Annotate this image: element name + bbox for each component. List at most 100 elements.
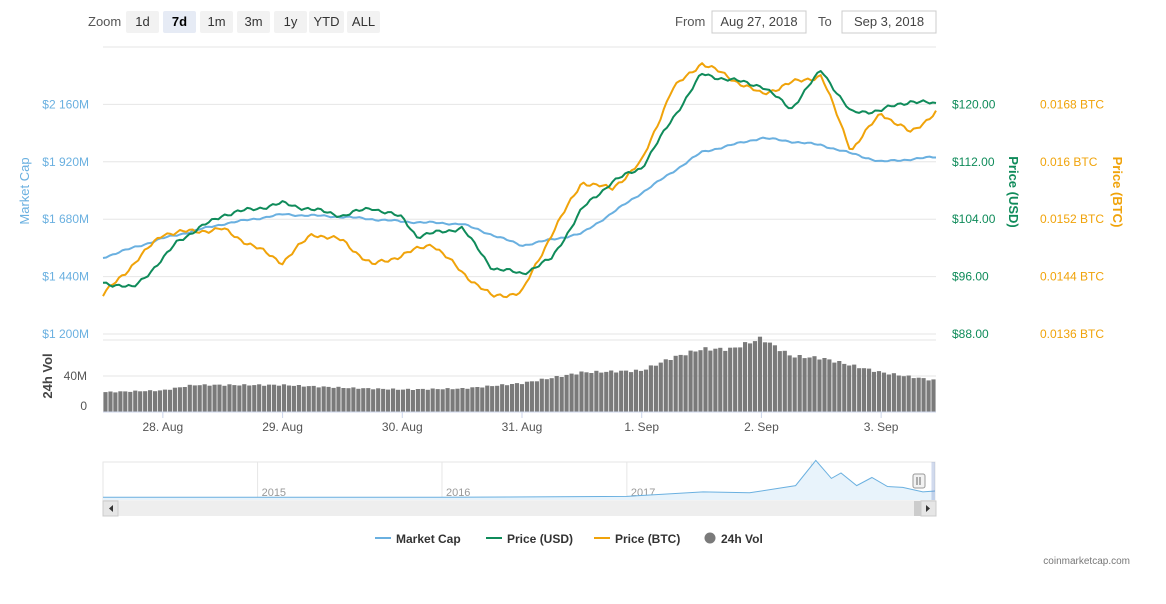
volume-bar <box>425 389 430 412</box>
volume-bar <box>792 357 797 412</box>
navigator[interactable]: 2015201620172018 <box>102 459 937 517</box>
volume-bar <box>371 389 376 412</box>
zoom-btn-ytd-label[interactable]: YTD <box>314 14 340 29</box>
volume-bar <box>733 347 738 412</box>
volume-bar <box>311 385 316 412</box>
volume-bar <box>455 388 460 412</box>
volume-bar <box>743 342 748 412</box>
price-btc-axis: 0.0136 BTC 0.0144 BTC 0.0152 BTC 0.016 BTC 0… <box>1040 97 1104 341</box>
zoom-btn-ytd[interactable]: YTD <box>309 11 344 33</box>
volume-bar <box>569 373 574 412</box>
volume-bar <box>559 377 564 412</box>
price-usd-axis-title: Price (USD) <box>1006 156 1021 228</box>
volume-bar <box>286 385 292 412</box>
volume-bar <box>148 390 153 412</box>
zoom-btn-all-label[interactable]: ALL <box>352 14 375 29</box>
zoom-btn-1m-label[interactable]: 1m <box>207 14 225 29</box>
volume-bar <box>212 384 217 412</box>
volume-bar <box>886 374 891 412</box>
zoom-btn-7d-bg[interactable] <box>163 11 196 33</box>
volume-bar <box>420 388 425 412</box>
navigator-area <box>103 460 935 500</box>
volume-bar <box>192 385 197 412</box>
volume-bar <box>624 370 629 412</box>
volume-gridlines <box>103 339 936 377</box>
volume-bar <box>579 371 584 412</box>
volume-bar <box>480 387 485 412</box>
volume-bar <box>564 374 569 412</box>
zoom-btn-3m-label[interactable]: 3m <box>244 14 262 29</box>
zoom-btn-all-bg[interactable] <box>347 11 380 33</box>
volume-bar <box>495 385 500 412</box>
volume-bar <box>896 375 901 412</box>
volume-bar <box>777 351 782 412</box>
range-to-input[interactable] <box>841 10 937 34</box>
legend-item-label[interactable]: Market Cap <box>396 532 461 546</box>
zoom-btn-1d[interactable]: 1d <box>126 11 159 33</box>
legend-item-label[interactable]: 24h Vol <box>721 532 763 546</box>
volume-bar <box>341 388 346 412</box>
zoom-btn-all[interactable]: ALL <box>347 11 380 33</box>
volume-bar <box>291 385 296 412</box>
volume-bar <box>638 370 644 412</box>
zoom-btn-1m-bg[interactable] <box>200 11 233 33</box>
zoom-btn-1y[interactable]: 1y <box>274 11 307 33</box>
zoom-btn-ytd-bg[interactable] <box>309 11 344 33</box>
volume-bar <box>143 391 148 412</box>
zoom-btn-1m[interactable]: 1m <box>200 11 233 33</box>
price-usd-line <box>102 70 937 288</box>
volume-tick-label: 0 <box>80 399 87 413</box>
volume-bar <box>549 378 554 412</box>
zoom-btn-1y-bg[interactable] <box>274 11 307 33</box>
volume-bar <box>162 389 168 412</box>
volume-axis: 0 40M <box>64 369 88 413</box>
volume-bar <box>698 350 703 412</box>
legend-item-label[interactable]: Price (BTC) <box>615 532 680 546</box>
series-layer <box>102 62 937 299</box>
volume-bar <box>643 369 649 412</box>
volume-bar <box>232 385 237 412</box>
volume-bar <box>589 373 594 412</box>
volume-bar <box>757 336 763 412</box>
legend: Market Cap Price (USD) Price (BTC) 24h Vol <box>375 532 763 546</box>
volume-bar <box>252 385 257 412</box>
volume-bar <box>153 391 158 412</box>
range-from-value[interactable]: Aug 27, 2018 <box>720 14 797 29</box>
zoom-label: Zoom <box>88 14 121 29</box>
legend-item-label[interactable]: Price (USD) <box>507 532 573 546</box>
range-from-input[interactable] <box>711 10 807 34</box>
zoom-btn-7d[interactable]: 7d <box>163 11 196 33</box>
volume-bar <box>881 372 887 412</box>
volume-bar <box>177 387 182 412</box>
zoom-btn-3m-bg[interactable] <box>237 11 270 33</box>
volume-bar <box>867 368 872 412</box>
x-tick-label: 1. Sep <box>624 420 659 434</box>
volume-bar <box>658 362 663 412</box>
volume-bar <box>187 384 192 412</box>
volume-bar <box>832 362 837 412</box>
zoom-btn-1y-label[interactable]: 1y <box>284 14 298 29</box>
market-cap-line <box>102 136 936 259</box>
volume-bar <box>693 351 698 412</box>
navigator-handle <box>912 473 926 489</box>
volume-bar <box>827 359 832 412</box>
zoom-btn-7d-label[interactable]: 7d <box>172 14 187 29</box>
volume-bar <box>708 350 713 412</box>
scrollbar-track <box>103 501 935 516</box>
volume-bar <box>381 388 386 412</box>
credit-text[interactable]: coinmarketcap.com <box>1043 556 1130 567</box>
volume-bar <box>921 378 926 412</box>
volume-bar <box>301 386 306 412</box>
x-tick-label: 3. Sep <box>864 420 899 434</box>
zoom-btn-1d-label[interactable]: 1d <box>135 14 149 29</box>
volume-bar <box>514 383 520 412</box>
volume-bar <box>306 386 311 412</box>
scroll-right-arrow-icon <box>926 505 930 512</box>
volume-bar <box>485 385 490 412</box>
volume-bar <box>470 387 475 412</box>
zoom-btn-3m[interactable]: 3m <box>237 11 270 33</box>
range-to-value[interactable]: Sep 3, 2018 <box>854 14 924 29</box>
zoom-btn-1d-bg[interactable] <box>126 11 159 33</box>
volume-bar <box>594 370 599 412</box>
